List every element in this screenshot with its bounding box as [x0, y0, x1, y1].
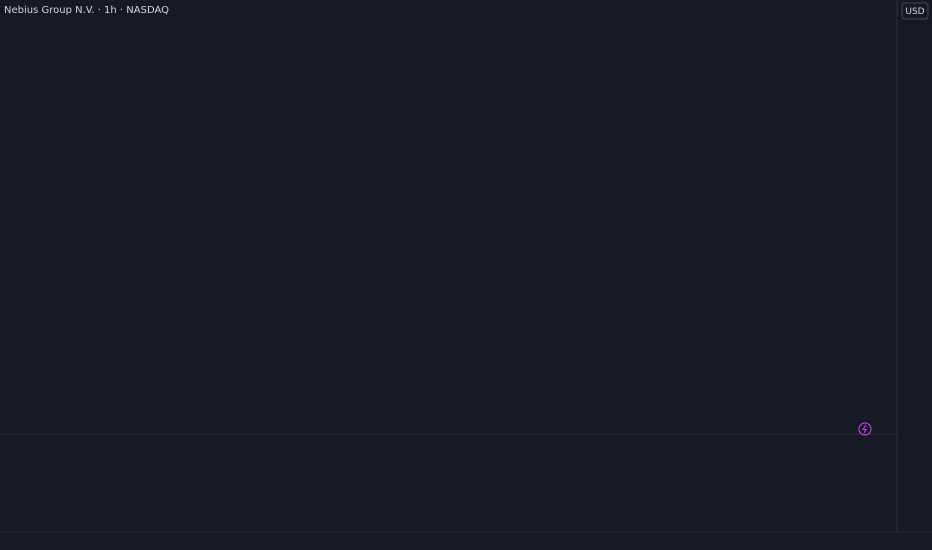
alert-icon[interactable]	[858, 422, 872, 436]
chart-title: Nebius Group N.V. · 1h · NASDAQ	[4, 5, 169, 16]
alert-icon-bolt	[862, 424, 867, 434]
currency: USD	[905, 7, 924, 17]
currency-box[interactable]	[901, 2, 929, 20]
